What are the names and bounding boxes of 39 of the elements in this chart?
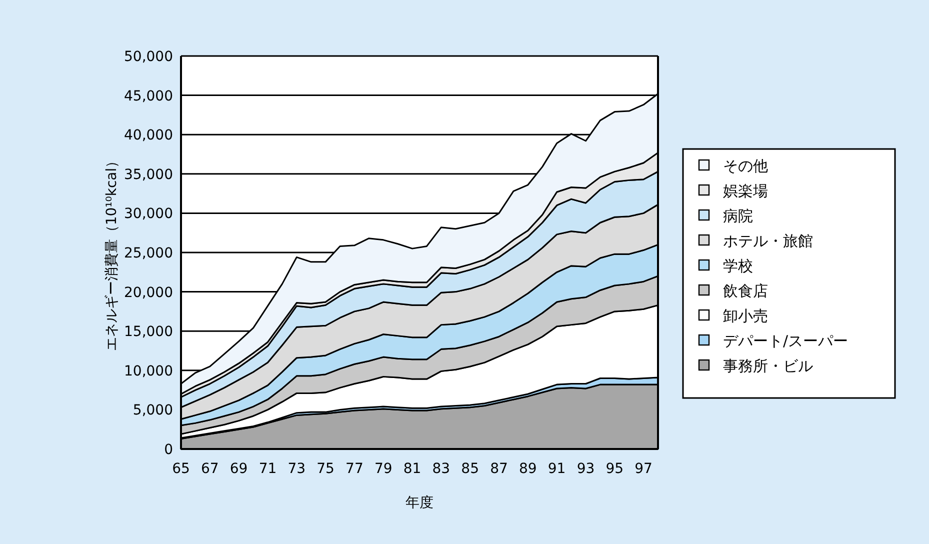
x-tick-label: 87 — [490, 461, 508, 477]
x-tick-label: 65 — [172, 461, 190, 477]
legend-label: 娯楽場 — [723, 182, 768, 200]
y-tick-label: 20,000 — [124, 284, 173, 301]
x-tick-label: 73 — [288, 461, 306, 477]
y-tick-label: 45,000 — [124, 88, 173, 104]
x-tick-label: 83 — [432, 461, 450, 477]
x-tick-label: 79 — [374, 461, 392, 477]
x-tick-label: 75 — [316, 461, 334, 477]
x-tick-label: 89 — [518, 461, 537, 477]
legend-label: デパート/スーパー — [723, 332, 848, 350]
y-axis-title: エネルギー消費量（10¹⁰kcal） — [104, 154, 120, 352]
y-tick-label: 30,000 — [124, 206, 173, 222]
legend-label: 飲食店 — [723, 282, 768, 300]
y-tick-label: 25,000 — [124, 246, 173, 262]
x-tick-label: 93 — [576, 461, 595, 477]
x-tick-label: 95 — [606, 461, 624, 477]
legend-label: 病院 — [723, 207, 753, 225]
y-tick-label: 15,000 — [124, 324, 173, 340]
x-tick-label: 85 — [461, 461, 480, 477]
x-tick-label: 71 — [258, 461, 277, 477]
legend-label: ホテル・旅館 — [723, 232, 813, 250]
y-tick-label: 0 — [164, 442, 173, 458]
y-tick-label: 50,000 — [124, 49, 173, 65]
x-tick-label: 97 — [634, 461, 652, 477]
legend-label: 事務所・ビル — [723, 357, 813, 375]
y-tick-label: 5,000 — [132, 402, 173, 419]
legend-label: その他 — [723, 157, 768, 175]
x-tick-label: 81 — [403, 461, 422, 477]
x-tick-label: 77 — [346, 461, 364, 477]
y-tick-label: 35,000 — [124, 166, 173, 183]
legend-label: 卸小売 — [723, 307, 768, 325]
legend-label: 学校 — [723, 257, 753, 275]
x-axis-title: 年度 — [406, 495, 434, 511]
x-tick-label: 67 — [200, 461, 219, 477]
y-tick-label: 10,000 — [124, 363, 173, 380]
x-tick-label: 91 — [548, 461, 566, 477]
y-tick-label: 40,000 — [124, 128, 173, 144]
x-tick-label: 69 — [230, 461, 248, 477]
